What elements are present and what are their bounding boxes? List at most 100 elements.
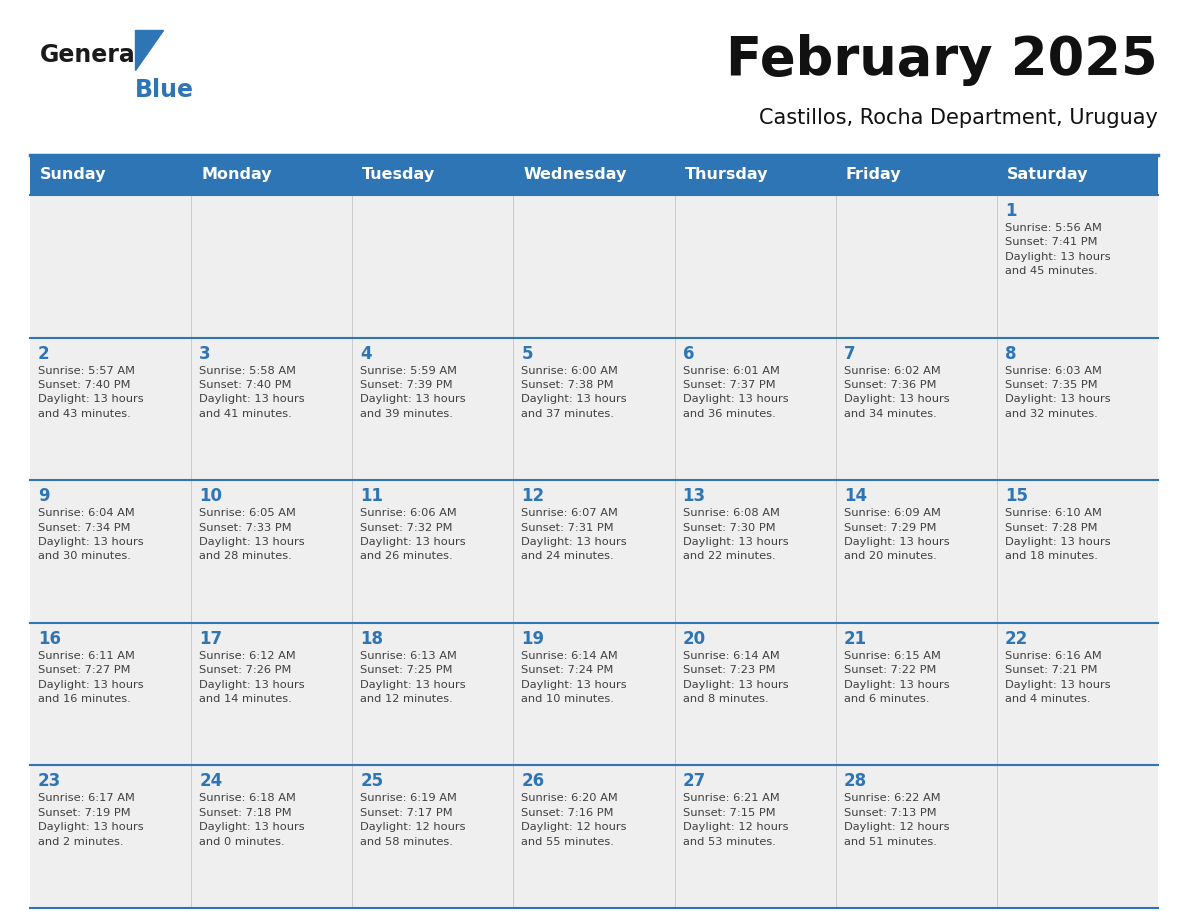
Text: Sunrise: 6:08 AM
Sunset: 7:30 PM
Daylight: 13 hours
and 22 minutes.: Sunrise: 6:08 AM Sunset: 7:30 PM Dayligh… — [683, 509, 788, 562]
Text: Sunrise: 6:21 AM
Sunset: 7:15 PM
Daylight: 12 hours
and 53 minutes.: Sunrise: 6:21 AM Sunset: 7:15 PM Dayligh… — [683, 793, 788, 846]
Text: 19: 19 — [522, 630, 544, 648]
FancyBboxPatch shape — [30, 622, 191, 766]
Text: 28: 28 — [843, 772, 867, 790]
Text: Sunrise: 6:20 AM
Sunset: 7:16 PM
Daylight: 12 hours
and 55 minutes.: Sunrise: 6:20 AM Sunset: 7:16 PM Dayligh… — [522, 793, 627, 846]
Text: 2: 2 — [38, 344, 50, 363]
Text: Sunrise: 6:02 AM
Sunset: 7:36 PM
Daylight: 13 hours
and 34 minutes.: Sunrise: 6:02 AM Sunset: 7:36 PM Dayligh… — [843, 365, 949, 419]
Text: 11: 11 — [360, 487, 384, 505]
FancyBboxPatch shape — [675, 766, 835, 908]
Text: Monday: Monday — [201, 167, 272, 183]
Text: 16: 16 — [38, 630, 61, 648]
Text: Sunrise: 6:04 AM
Sunset: 7:34 PM
Daylight: 13 hours
and 30 minutes.: Sunrise: 6:04 AM Sunset: 7:34 PM Dayligh… — [38, 509, 144, 562]
Text: 3: 3 — [200, 344, 210, 363]
FancyBboxPatch shape — [30, 155, 1158, 195]
Text: 12: 12 — [522, 487, 544, 505]
FancyBboxPatch shape — [353, 766, 513, 908]
FancyBboxPatch shape — [353, 480, 513, 622]
Text: Sunrise: 6:18 AM
Sunset: 7:18 PM
Daylight: 13 hours
and 0 minutes.: Sunrise: 6:18 AM Sunset: 7:18 PM Dayligh… — [200, 793, 305, 846]
Text: Sunday: Sunday — [40, 167, 107, 183]
Text: Sunrise: 6:05 AM
Sunset: 7:33 PM
Daylight: 13 hours
and 28 minutes.: Sunrise: 6:05 AM Sunset: 7:33 PM Dayligh… — [200, 509, 305, 562]
Text: 13: 13 — [683, 487, 706, 505]
FancyBboxPatch shape — [997, 766, 1158, 908]
FancyBboxPatch shape — [353, 338, 513, 480]
Text: Sunrise: 5:58 AM
Sunset: 7:40 PM
Daylight: 13 hours
and 41 minutes.: Sunrise: 5:58 AM Sunset: 7:40 PM Dayligh… — [200, 365, 305, 419]
Text: Thursday: Thursday — [684, 167, 769, 183]
Text: 5: 5 — [522, 344, 533, 363]
Text: Sunrise: 6:07 AM
Sunset: 7:31 PM
Daylight: 13 hours
and 24 minutes.: Sunrise: 6:07 AM Sunset: 7:31 PM Dayligh… — [522, 509, 627, 562]
Text: Sunrise: 6:03 AM
Sunset: 7:35 PM
Daylight: 13 hours
and 32 minutes.: Sunrise: 6:03 AM Sunset: 7:35 PM Dayligh… — [1005, 365, 1111, 419]
Text: Sunrise: 6:06 AM
Sunset: 7:32 PM
Daylight: 13 hours
and 26 minutes.: Sunrise: 6:06 AM Sunset: 7:32 PM Dayligh… — [360, 509, 466, 562]
Text: 10: 10 — [200, 487, 222, 505]
Text: 14: 14 — [843, 487, 867, 505]
Text: 9: 9 — [38, 487, 50, 505]
Text: Sunrise: 6:12 AM
Sunset: 7:26 PM
Daylight: 13 hours
and 14 minutes.: Sunrise: 6:12 AM Sunset: 7:26 PM Dayligh… — [200, 651, 305, 704]
FancyBboxPatch shape — [513, 622, 675, 766]
FancyBboxPatch shape — [353, 195, 513, 338]
Text: Sunrise: 6:15 AM
Sunset: 7:22 PM
Daylight: 13 hours
and 6 minutes.: Sunrise: 6:15 AM Sunset: 7:22 PM Dayligh… — [843, 651, 949, 704]
Text: Sunrise: 6:22 AM
Sunset: 7:13 PM
Daylight: 12 hours
and 51 minutes.: Sunrise: 6:22 AM Sunset: 7:13 PM Dayligh… — [843, 793, 949, 846]
Text: Sunrise: 6:17 AM
Sunset: 7:19 PM
Daylight: 13 hours
and 2 minutes.: Sunrise: 6:17 AM Sunset: 7:19 PM Dayligh… — [38, 793, 144, 846]
Text: 20: 20 — [683, 630, 706, 648]
FancyBboxPatch shape — [675, 622, 835, 766]
FancyBboxPatch shape — [513, 338, 675, 480]
Text: Sunrise: 6:14 AM
Sunset: 7:24 PM
Daylight: 13 hours
and 10 minutes.: Sunrise: 6:14 AM Sunset: 7:24 PM Dayligh… — [522, 651, 627, 704]
Text: 21: 21 — [843, 630, 867, 648]
FancyBboxPatch shape — [835, 766, 997, 908]
Text: Wednesday: Wednesday — [524, 167, 627, 183]
FancyBboxPatch shape — [835, 622, 997, 766]
Text: Friday: Friday — [846, 167, 902, 183]
Text: 1: 1 — [1005, 202, 1017, 220]
Text: Saturday: Saturday — [1007, 167, 1088, 183]
FancyBboxPatch shape — [191, 195, 353, 338]
FancyBboxPatch shape — [513, 480, 675, 622]
Text: 25: 25 — [360, 772, 384, 790]
Text: Sunrise: 6:09 AM
Sunset: 7:29 PM
Daylight: 13 hours
and 20 minutes.: Sunrise: 6:09 AM Sunset: 7:29 PM Dayligh… — [843, 509, 949, 562]
FancyBboxPatch shape — [675, 480, 835, 622]
Text: Tuesday: Tuesday — [362, 167, 436, 183]
Text: Sunrise: 6:13 AM
Sunset: 7:25 PM
Daylight: 13 hours
and 12 minutes.: Sunrise: 6:13 AM Sunset: 7:25 PM Dayligh… — [360, 651, 466, 704]
FancyBboxPatch shape — [513, 195, 675, 338]
Text: 23: 23 — [38, 772, 62, 790]
Text: 27: 27 — [683, 772, 706, 790]
FancyBboxPatch shape — [835, 480, 997, 622]
FancyBboxPatch shape — [997, 480, 1158, 622]
Text: 6: 6 — [683, 344, 694, 363]
Text: 24: 24 — [200, 772, 222, 790]
Text: Sunrise: 5:56 AM
Sunset: 7:41 PM
Daylight: 13 hours
and 45 minutes.: Sunrise: 5:56 AM Sunset: 7:41 PM Dayligh… — [1005, 223, 1111, 276]
Text: Sunrise: 5:59 AM
Sunset: 7:39 PM
Daylight: 13 hours
and 39 minutes.: Sunrise: 5:59 AM Sunset: 7:39 PM Dayligh… — [360, 365, 466, 419]
FancyBboxPatch shape — [997, 195, 1158, 338]
Text: Sunrise: 5:57 AM
Sunset: 7:40 PM
Daylight: 13 hours
and 43 minutes.: Sunrise: 5:57 AM Sunset: 7:40 PM Dayligh… — [38, 365, 144, 419]
FancyBboxPatch shape — [675, 338, 835, 480]
FancyBboxPatch shape — [191, 766, 353, 908]
FancyBboxPatch shape — [997, 338, 1158, 480]
FancyBboxPatch shape — [30, 338, 191, 480]
FancyBboxPatch shape — [513, 766, 675, 908]
Text: Sunrise: 6:14 AM
Sunset: 7:23 PM
Daylight: 13 hours
and 8 minutes.: Sunrise: 6:14 AM Sunset: 7:23 PM Dayligh… — [683, 651, 788, 704]
FancyBboxPatch shape — [997, 622, 1158, 766]
Text: Sunrise: 6:10 AM
Sunset: 7:28 PM
Daylight: 13 hours
and 18 minutes.: Sunrise: 6:10 AM Sunset: 7:28 PM Dayligh… — [1005, 509, 1111, 562]
Polygon shape — [135, 30, 163, 70]
Text: 8: 8 — [1005, 344, 1017, 363]
Text: Sunrise: 6:00 AM
Sunset: 7:38 PM
Daylight: 13 hours
and 37 minutes.: Sunrise: 6:00 AM Sunset: 7:38 PM Dayligh… — [522, 365, 627, 419]
Text: Sunrise: 6:19 AM
Sunset: 7:17 PM
Daylight: 12 hours
and 58 minutes.: Sunrise: 6:19 AM Sunset: 7:17 PM Dayligh… — [360, 793, 466, 846]
Text: Blue: Blue — [135, 78, 194, 102]
FancyBboxPatch shape — [835, 195, 997, 338]
Text: 18: 18 — [360, 630, 384, 648]
Text: February 2025: February 2025 — [726, 34, 1158, 86]
Text: Sunrise: 6:16 AM
Sunset: 7:21 PM
Daylight: 13 hours
and 4 minutes.: Sunrise: 6:16 AM Sunset: 7:21 PM Dayligh… — [1005, 651, 1111, 704]
Text: 15: 15 — [1005, 487, 1028, 505]
Text: 4: 4 — [360, 344, 372, 363]
Text: 22: 22 — [1005, 630, 1028, 648]
FancyBboxPatch shape — [191, 622, 353, 766]
Text: 7: 7 — [843, 344, 855, 363]
FancyBboxPatch shape — [675, 195, 835, 338]
Text: General: General — [40, 43, 144, 67]
FancyBboxPatch shape — [30, 480, 191, 622]
FancyBboxPatch shape — [30, 766, 191, 908]
FancyBboxPatch shape — [30, 195, 191, 338]
Text: Sunrise: 6:11 AM
Sunset: 7:27 PM
Daylight: 13 hours
and 16 minutes.: Sunrise: 6:11 AM Sunset: 7:27 PM Dayligh… — [38, 651, 144, 704]
FancyBboxPatch shape — [191, 480, 353, 622]
FancyBboxPatch shape — [191, 338, 353, 480]
FancyBboxPatch shape — [835, 338, 997, 480]
Text: Sunrise: 6:01 AM
Sunset: 7:37 PM
Daylight: 13 hours
and 36 minutes.: Sunrise: 6:01 AM Sunset: 7:37 PM Dayligh… — [683, 365, 788, 419]
